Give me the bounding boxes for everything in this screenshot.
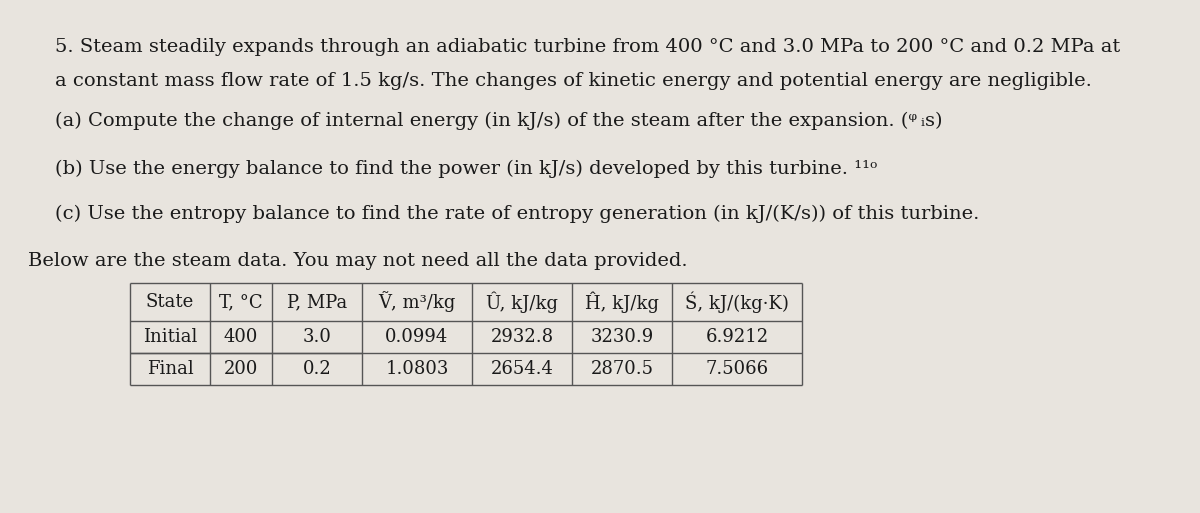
Text: (c) Use the entropy balance to find the rate of entropy generation (in kJ/(K/s)): (c) Use the entropy balance to find the … [55, 205, 979, 223]
Text: Initial: Initial [143, 328, 197, 346]
Text: Û, kJ/kg: Û, kJ/kg [486, 291, 558, 313]
Text: 5. Steam steadily expands through an adiabatic turbine from 400 °C and 3.0 MPa t: 5. Steam steadily expands through an adi… [55, 38, 1121, 56]
Text: State: State [146, 293, 194, 311]
Text: Ĥ, kJ/kg: Ĥ, kJ/kg [586, 291, 659, 313]
Text: 7.5066: 7.5066 [706, 360, 768, 378]
Text: Ś, kJ/(kg·K): Ś, kJ/(kg·K) [685, 291, 788, 313]
Text: 2654.4: 2654.4 [491, 360, 553, 378]
Text: Final: Final [146, 360, 193, 378]
Text: 2870.5: 2870.5 [590, 360, 654, 378]
Text: 3230.9: 3230.9 [590, 328, 654, 346]
Text: (a) Compute the change of internal energy (in kJ/s) of the steam after the expan: (a) Compute the change of internal energ… [55, 112, 942, 130]
Text: 200: 200 [224, 360, 258, 378]
Text: Ṽ, m³/kg: Ṽ, m³/kg [378, 291, 456, 312]
Text: 3.0: 3.0 [302, 328, 331, 346]
Text: 1.0803: 1.0803 [385, 360, 449, 378]
Text: 0.0994: 0.0994 [385, 328, 449, 346]
Text: 0.2: 0.2 [302, 360, 331, 378]
Text: a constant mass flow rate of 1.5 kg/s. The changes of kinetic energy and potenti: a constant mass flow rate of 1.5 kg/s. T… [55, 72, 1092, 90]
Text: P, MPa: P, MPa [287, 293, 347, 311]
Text: 6.9212: 6.9212 [706, 328, 768, 346]
Text: 400: 400 [224, 328, 258, 346]
Text: Below are the steam data. You may not need all the data provided.: Below are the steam data. You may not ne… [28, 252, 688, 270]
Text: T, °C: T, °C [220, 293, 263, 311]
Text: (b) Use the energy balance to find the power (in kJ/s) developed by this turbine: (b) Use the energy balance to find the p… [55, 160, 877, 178]
Text: 2932.8: 2932.8 [491, 328, 553, 346]
